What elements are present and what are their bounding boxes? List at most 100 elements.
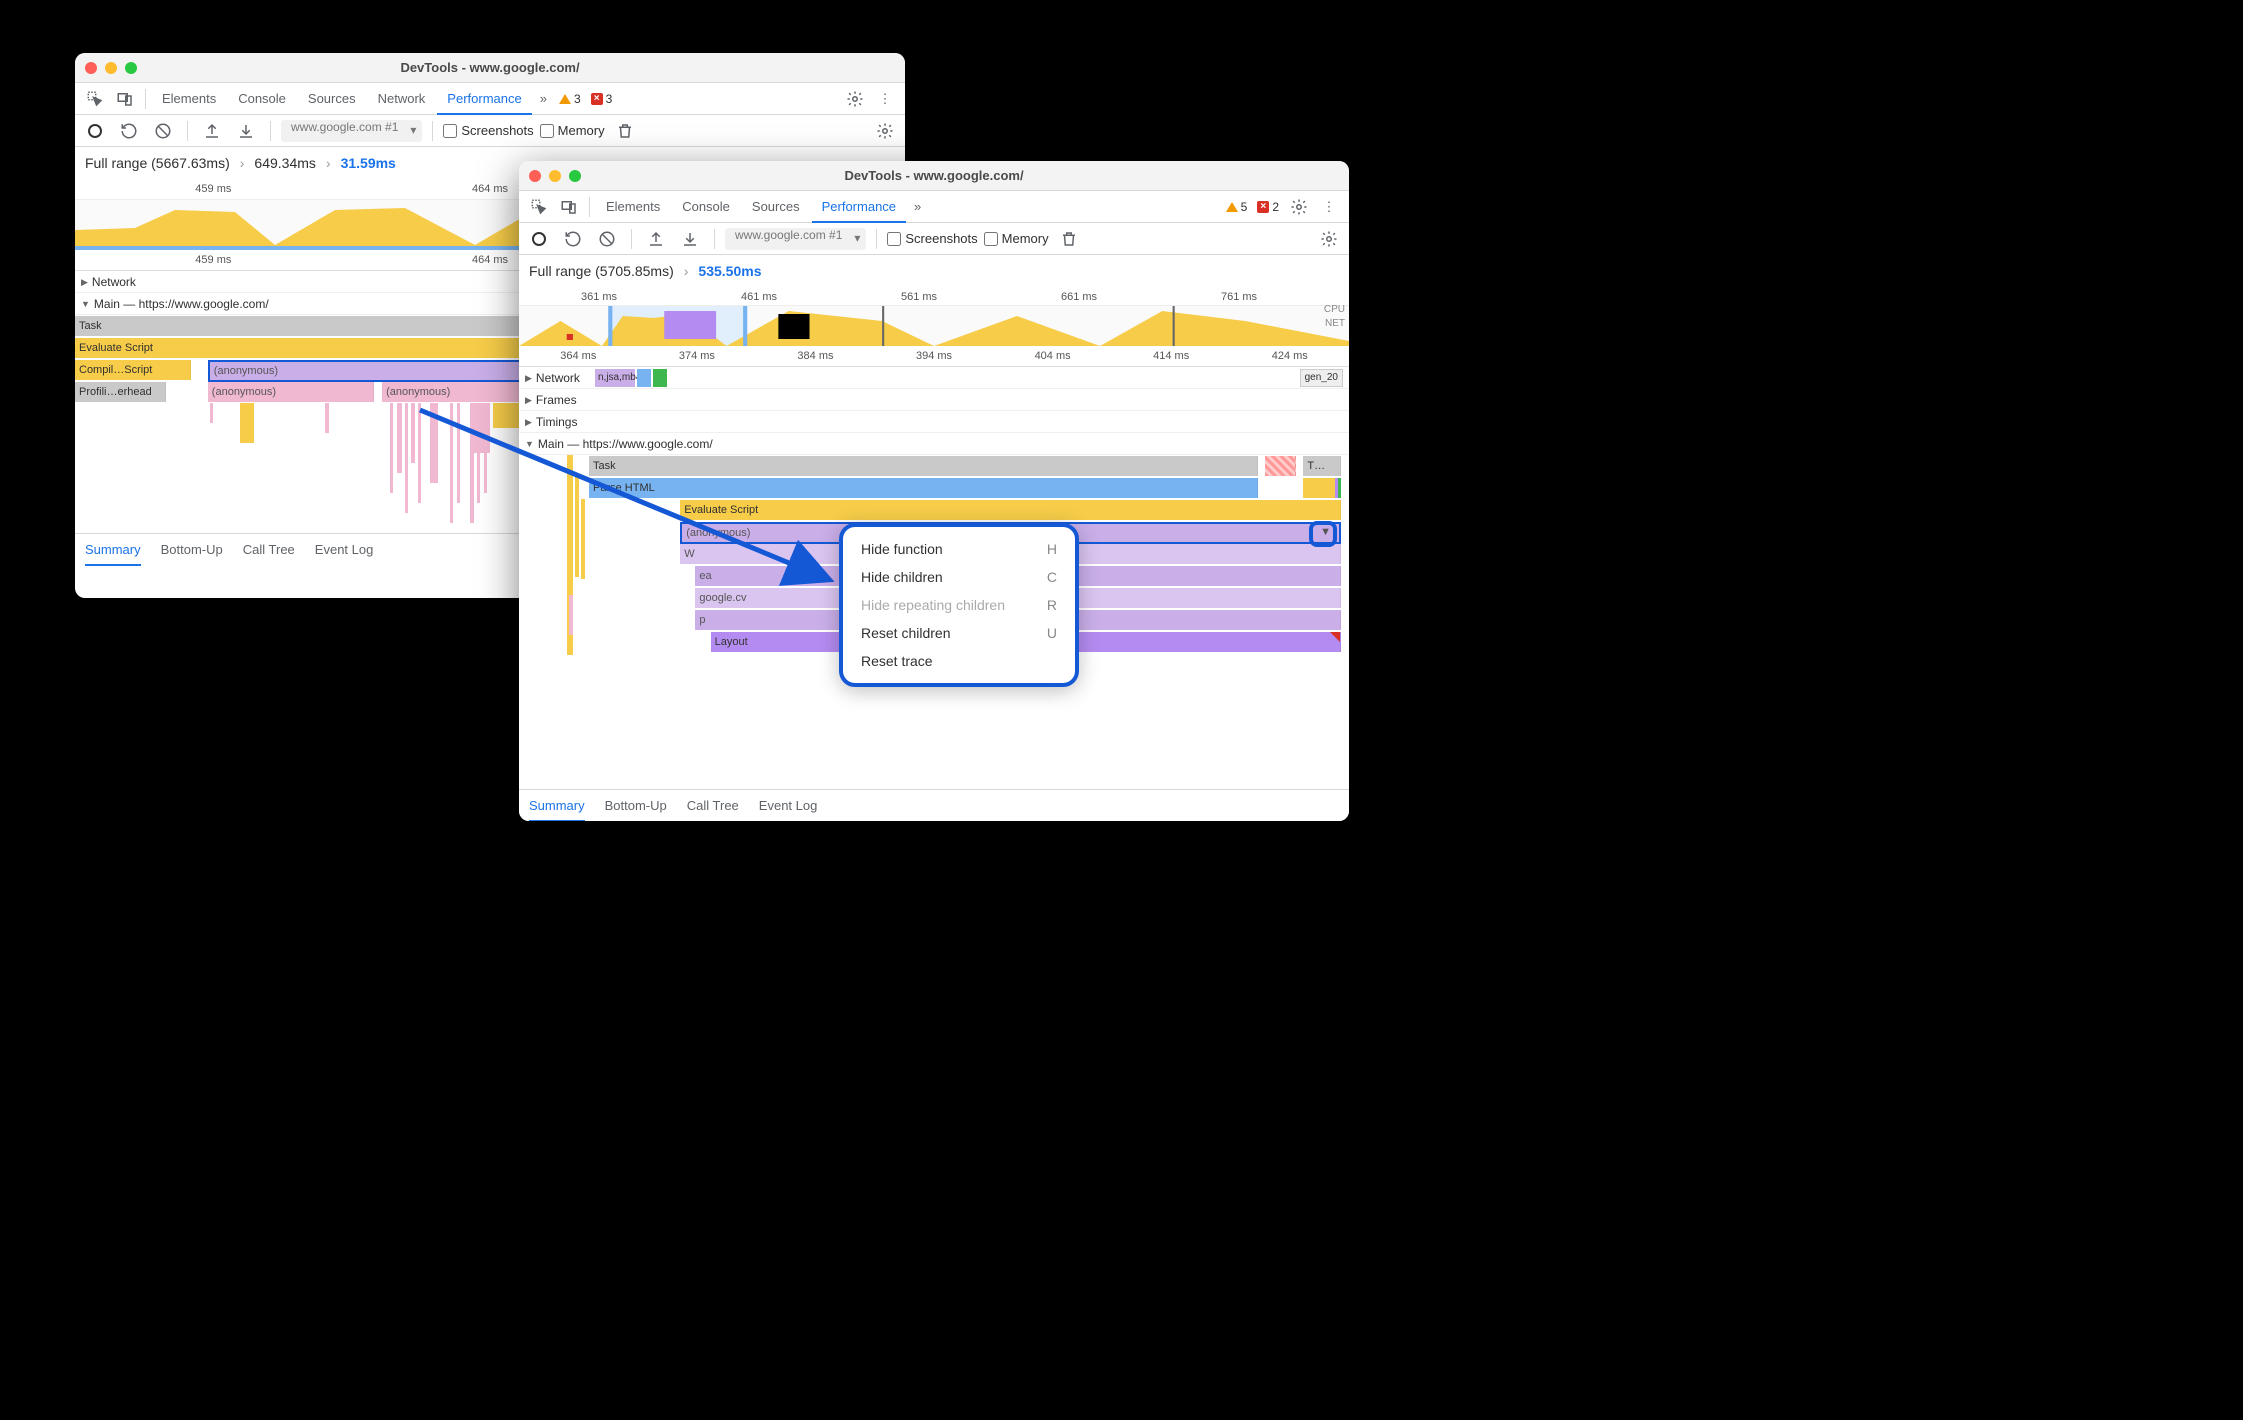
flame-parse[interactable]: Parse HTML	[589, 478, 1258, 498]
ruler: 364 ms 374 ms 384 ms 394 ms 404 ms 414 m…	[519, 345, 1349, 367]
titlebar: DevTools - www.google.com/	[75, 53, 905, 83]
screenshots-checkbox[interactable]: Screenshots	[887, 231, 977, 246]
net-item[interactable]: n,jsa,mb4	[595, 369, 635, 387]
tab-elements[interactable]: Elements	[596, 191, 670, 223]
titlebar: DevTools - www.google.com/	[519, 161, 1349, 191]
flame-compile[interactable]: Compil…Script	[75, 360, 191, 380]
context-menu: Hide functionH Hide childrenC Hide repea…	[839, 523, 1079, 687]
tab-sources[interactable]: Sources	[742, 191, 810, 223]
btab-summary[interactable]: Summary	[529, 790, 585, 822]
net-item[interactable]	[653, 369, 667, 387]
maximize-icon[interactable]	[125, 62, 137, 74]
btab-bottomup[interactable]: Bottom-Up	[161, 534, 223, 566]
ctx-reset-children[interactable]: Reset childrenU	[843, 619, 1075, 647]
breadcrumb-root[interactable]: Full range (5667.63ms)	[85, 155, 230, 171]
minimize-icon[interactable]	[549, 170, 561, 182]
btab-eventlog[interactable]: Event Log	[759, 790, 818, 822]
bottom-tabs: Summary Bottom-Up Call Tree Event Log	[519, 789, 1349, 821]
ctx-hide-function[interactable]: Hide functionH	[843, 535, 1075, 563]
inspect-icon[interactable]	[81, 85, 109, 113]
chevron-down-icon[interactable]: ▼	[1320, 526, 1331, 538]
kebab-icon[interactable]: ⋮	[1315, 193, 1343, 221]
error-badge[interactable]: 2	[1253, 200, 1283, 214]
btab-calltree[interactable]: Call Tree	[687, 790, 739, 822]
warn-badge[interactable]: 5	[1222, 200, 1252, 214]
flame-profiling[interactable]: Profili…erhead	[75, 382, 166, 402]
breadcrumb-root[interactable]: Full range (5705.85ms)	[529, 263, 674, 279]
section-frames[interactable]: ▶Frames	[519, 389, 1349, 411]
upload-button[interactable]	[198, 117, 226, 145]
btab-bottomup[interactable]: Bottom-Up	[605, 790, 667, 822]
flame-task[interactable]	[1265, 456, 1295, 476]
tab-console[interactable]: Console	[228, 83, 296, 115]
upload-button[interactable]	[642, 225, 670, 253]
net-item-right[interactable]: gen_20	[1300, 369, 1343, 387]
flame-task[interactable]: Task	[589, 456, 1258, 476]
section-timings[interactable]: ▶Timings	[519, 411, 1349, 433]
tab-elements[interactable]: Elements	[152, 83, 226, 115]
devtools-window-2: DevTools - www.google.com/ Elements Cons…	[519, 161, 1349, 821]
trash-icon[interactable]	[611, 117, 639, 145]
error-badge[interactable]: 3	[587, 92, 617, 106]
ctx-hide-repeating: Hide repeating childrenR	[843, 591, 1075, 619]
btab-eventlog[interactable]: Event Log	[315, 534, 374, 566]
ctx-hide-children[interactable]: Hide childrenC	[843, 563, 1075, 591]
device-icon[interactable]	[111, 85, 139, 113]
overview-chart[interactable]	[519, 305, 1349, 345]
reload-button[interactable]	[559, 225, 587, 253]
close-icon[interactable]	[529, 170, 541, 182]
tab-performance[interactable]: Performance	[812, 191, 906, 223]
net-item[interactable]	[637, 369, 651, 387]
kebab-icon[interactable]: ⋮	[871, 85, 899, 113]
overview-ticks: 361 ms 461 ms 561 ms 661 ms 761 ms	[519, 287, 1349, 305]
tab-sources[interactable]: Sources	[298, 83, 366, 115]
breadcrumb: Full range (5705.85ms) › 535.50ms	[519, 255, 1349, 287]
btab-calltree[interactable]: Call Tree	[243, 534, 295, 566]
warn-badge[interactable]: 3	[555, 92, 585, 106]
ctx-reset-trace[interactable]: Reset trace	[843, 647, 1075, 675]
maximize-icon[interactable]	[569, 170, 581, 182]
screenshots-checkbox[interactable]: Screenshots	[443, 123, 533, 138]
download-button[interactable]	[232, 117, 260, 145]
perf-toolbar: www.google.com #1 Screenshots Memory	[75, 115, 905, 147]
flame-evaluate[interactable]: Evaluate Script	[680, 500, 1341, 520]
section-main[interactable]: ▼Main — https://www.google.com/	[519, 433, 1349, 455]
trash-icon[interactable]	[1055, 225, 1083, 253]
more-tabs-icon[interactable]: »	[534, 91, 553, 106]
window-title: DevTools - www.google.com/	[519, 168, 1349, 183]
flame-chart[interactable]: ▶Network n,jsa,mb4 gen_20 ▶Frames ▶Timin…	[519, 367, 1349, 693]
device-icon[interactable]	[555, 193, 583, 221]
profile-select[interactable]: www.google.com #1	[725, 228, 866, 250]
flame-task-small[interactable]: T…	[1303, 456, 1341, 476]
net-label: NET	[1324, 317, 1345, 331]
memory-checkbox[interactable]: Memory	[540, 123, 605, 138]
btab-summary[interactable]: Summary	[85, 534, 141, 566]
tab-console[interactable]: Console	[672, 191, 740, 223]
profile-select[interactable]: www.google.com #1	[281, 120, 422, 142]
tab-performance[interactable]: Performance	[437, 83, 531, 115]
settings-icon[interactable]	[1285, 193, 1313, 221]
cpu-label: CPU	[1324, 303, 1345, 317]
clear-button[interactable]	[149, 117, 177, 145]
settings-icon[interactable]	[841, 85, 869, 113]
reload-button[interactable]	[115, 117, 143, 145]
devtools-tabs: Elements Console Sources Network Perform…	[75, 83, 905, 115]
tab-network[interactable]: Network	[368, 83, 436, 115]
close-icon[interactable]	[85, 62, 97, 74]
settings-icon[interactable]	[871, 117, 899, 145]
settings-icon[interactable]	[1315, 225, 1343, 253]
section-network[interactable]: ▶Network n,jsa,mb4 gen_20	[519, 367, 1349, 389]
record-button[interactable]	[81, 117, 109, 145]
breadcrumb-current: 535.50ms	[698, 263, 761, 279]
inspect-icon[interactable]	[525, 193, 553, 221]
more-tabs-icon[interactable]: »	[908, 199, 927, 214]
devtools-tabs: Elements Console Sources Performance » 5…	[519, 191, 1349, 223]
window-title: DevTools - www.google.com/	[75, 60, 905, 75]
record-button[interactable]	[525, 225, 553, 253]
clear-button[interactable]	[593, 225, 621, 253]
breadcrumb-mid[interactable]: 649.34ms	[254, 155, 315, 171]
memory-checkbox[interactable]: Memory	[984, 231, 1049, 246]
minimize-icon[interactable]	[105, 62, 117, 74]
download-button[interactable]	[676, 225, 704, 253]
flame-anonymous[interactable]: (anonymous)	[208, 382, 374, 402]
